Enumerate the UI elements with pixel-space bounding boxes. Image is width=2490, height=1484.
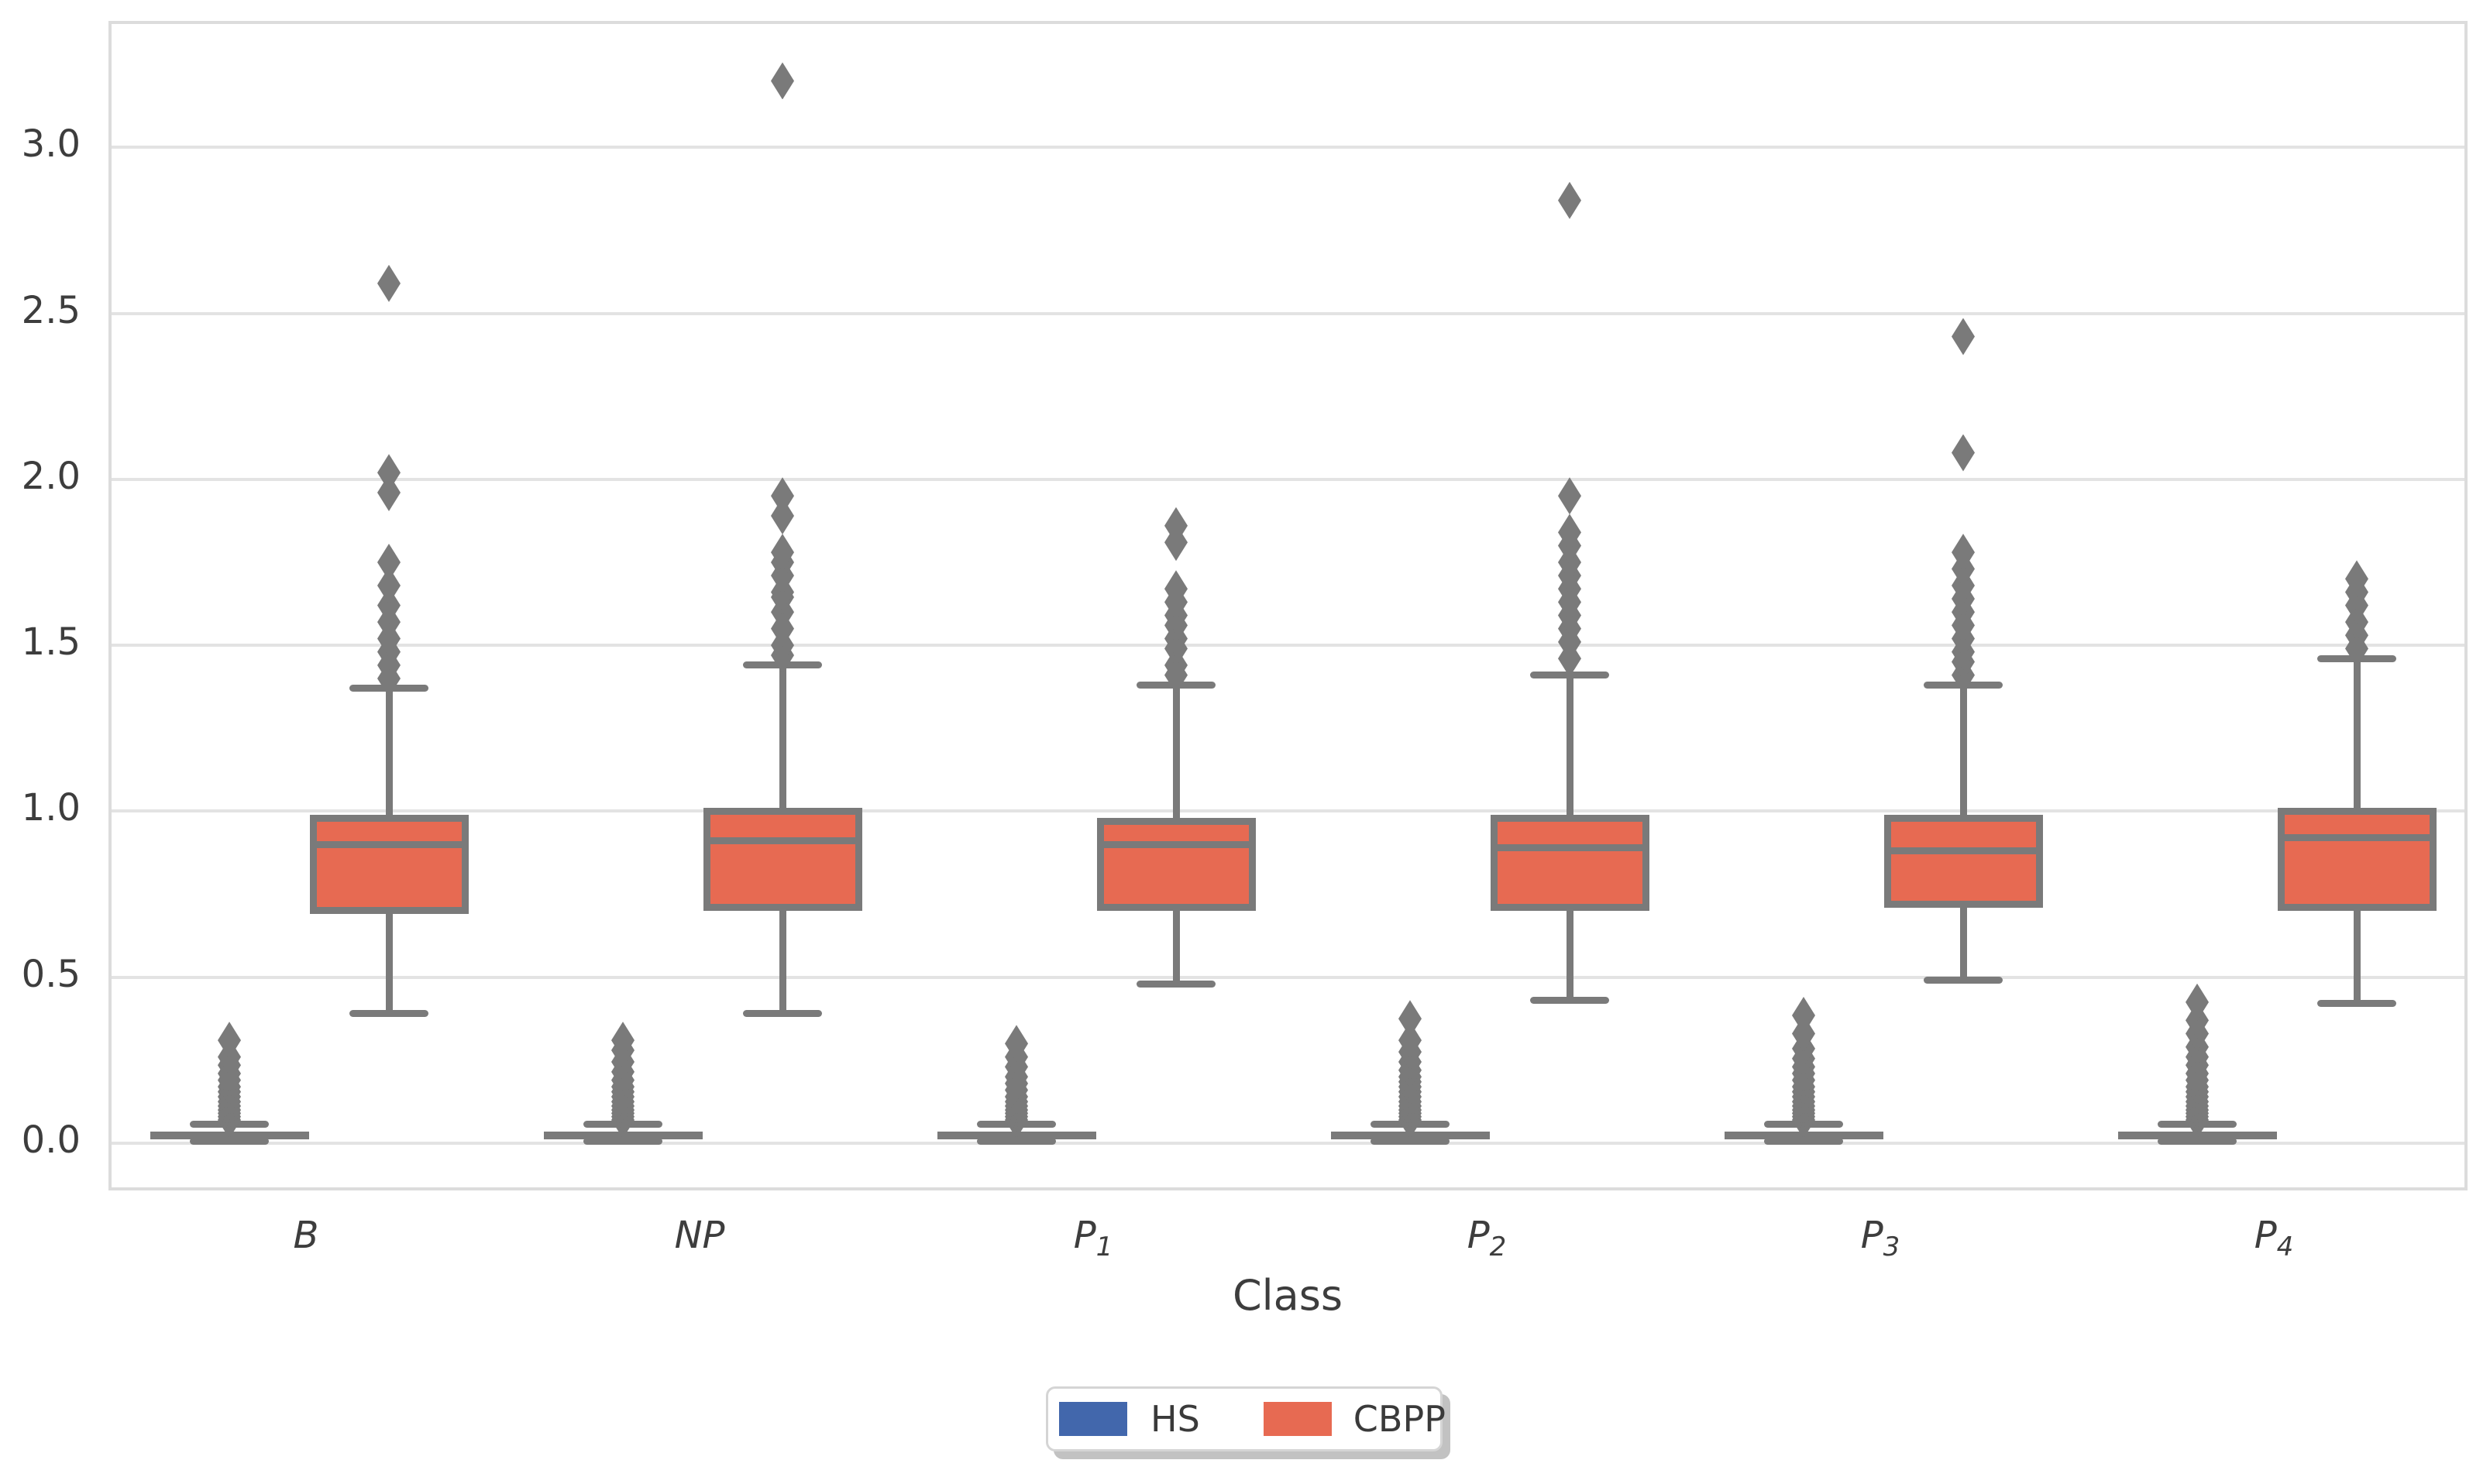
x-tick-label-P3: P3 — [1780, 1214, 1981, 1268]
whisker-cap-low-hs-P2 — [1371, 1138, 1450, 1146]
whisker-high-cbpp-P4 — [2353, 658, 2361, 809]
whisker-cap-low-hs-NP — [583, 1138, 662, 1146]
y-tick-label-3.0: 3.0 — [21, 122, 81, 167]
whisker-high-cbpp-B — [385, 688, 393, 815]
x-tick-subscript: 3 — [1883, 1232, 1900, 1262]
x-tick-label-P1: P1 — [992, 1214, 1194, 1268]
box-fill-cbpp-B — [316, 821, 462, 908]
x-tick-base: P — [1073, 1214, 1096, 1257]
whisker-cap-low-hs-P3 — [1764, 1138, 1843, 1146]
outlier-diamond-cbpp-P3 — [1952, 318, 1975, 356]
y-tick-label-1.5: 1.5 — [21, 620, 81, 665]
median-line-cbpp-P2 — [1490, 844, 1649, 852]
outlier-diamond-cbpp-P3 — [1952, 434, 1975, 472]
median-line-cbpp-B — [309, 840, 469, 848]
legend-label-cbpp: CBPP — [1353, 1398, 1446, 1440]
y-tick-label-2.0: 2.0 — [21, 454, 81, 498]
x-tick-subscript: 1 — [1095, 1232, 1113, 1262]
whisker-low-cbpp-P2 — [1566, 910, 1573, 1001]
box-fill-cbpp-NP — [710, 815, 855, 904]
outlier-diamond-cbpp-B — [377, 543, 401, 581]
outlier-diamond-cbpp-P2 — [1558, 477, 1581, 515]
gridline-y-3.0 — [112, 146, 2464, 149]
box-fill-cbpp-P1 — [1103, 824, 1249, 904]
legend-swatch-cbpp — [1263, 1402, 1332, 1436]
x-tick-base: P — [2254, 1214, 2277, 1257]
legend-label-hs: HS — [1150, 1398, 1200, 1440]
x-tick-subscript: 2 — [1489, 1232, 1507, 1262]
x-tick-subscript: 4 — [2276, 1232, 2294, 1262]
whisker-cap-low-cbpp-NP — [743, 1010, 822, 1018]
gridline-y-2.5 — [112, 311, 2464, 315]
gridline-y-0.0 — [112, 1142, 2464, 1145]
whisker-cap-low-hs-P1 — [977, 1138, 1056, 1146]
gridline-y-1.0 — [112, 809, 2464, 813]
whisker-cap-low-cbpp-P1 — [1137, 980, 1216, 988]
whisker-cap-low-cbpp-B — [349, 1010, 428, 1018]
y-tick-label-0.0: 0.0 — [21, 1118, 81, 1162]
x-tick-label-B: B — [205, 1214, 407, 1256]
whisker-cap-low-hs-P4 — [2158, 1138, 2237, 1146]
y-tick-label-0.5: 0.5 — [21, 952, 81, 996]
x-tick-base: NP — [674, 1214, 725, 1257]
gridline-y-0.5 — [112, 975, 2464, 979]
median-line-cbpp-P3 — [1883, 847, 2043, 855]
outlier-diamond-cbpp-B — [377, 264, 401, 302]
outlier-diamond-cbpp-B — [377, 454, 401, 492]
whisker-low-cbpp-B — [385, 914, 393, 1014]
outlier-diamond-cbpp-P2 — [1558, 181, 1581, 219]
median-line-cbpp-P4 — [2277, 834, 2437, 842]
x-axis-title: Class — [1232, 1271, 1343, 1320]
box-fill-cbpp-P3 — [1890, 821, 2036, 901]
x-tick-base: B — [293, 1214, 319, 1257]
legend: HS CBPP — [1046, 1386, 1446, 1451]
x-tick-label-P4: P4 — [2173, 1214, 2375, 1268]
x-tick-base: P — [1467, 1214, 1490, 1257]
x-tick-label-P2: P2 — [1386, 1214, 1587, 1268]
outlier-diamond-hs-P2 — [1398, 1000, 1422, 1038]
gridline-y-1.5 — [112, 644, 2464, 648]
whisker-low-cbpp-P1 — [1172, 910, 1180, 984]
whisker-high-cbpp-P3 — [1959, 685, 1967, 815]
plot-area — [108, 21, 2468, 1190]
y-tick-label-2.5: 2.5 — [21, 288, 81, 332]
whisker-cap-low-hs-B — [190, 1138, 269, 1146]
x-tick-label-NP: NP — [599, 1214, 800, 1256]
whisker-cap-low-cbpp-P4 — [2317, 1000, 2396, 1008]
gridline-y-2.0 — [112, 477, 2464, 481]
box-fill-cbpp-P4 — [2284, 815, 2430, 904]
outlier-diamond-cbpp-NP — [771, 62, 794, 100]
whisker-high-cbpp-NP — [779, 665, 786, 809]
whisker-high-cbpp-P2 — [1566, 675, 1573, 815]
y-tick-label-1.0: 1.0 — [21, 786, 81, 830]
outlier-diamond-cbpp-NP — [771, 477, 794, 515]
whisker-low-cbpp-NP — [779, 910, 786, 1014]
median-line-cbpp-NP — [703, 837, 862, 845]
whisker-cap-low-cbpp-P3 — [1924, 977, 2003, 984]
whisker-low-cbpp-P4 — [2353, 910, 2361, 1004]
whisker-high-cbpp-P1 — [1172, 685, 1180, 818]
whisker-low-cbpp-P3 — [1959, 907, 1967, 981]
whisker-cap-low-cbpp-P2 — [1530, 997, 1609, 1005]
median-line-cbpp-P1 — [1096, 840, 1256, 848]
box-fill-cbpp-P2 — [1497, 821, 1642, 904]
x-tick-base: P — [1860, 1214, 1883, 1257]
legend-swatch-hs — [1059, 1402, 1127, 1436]
